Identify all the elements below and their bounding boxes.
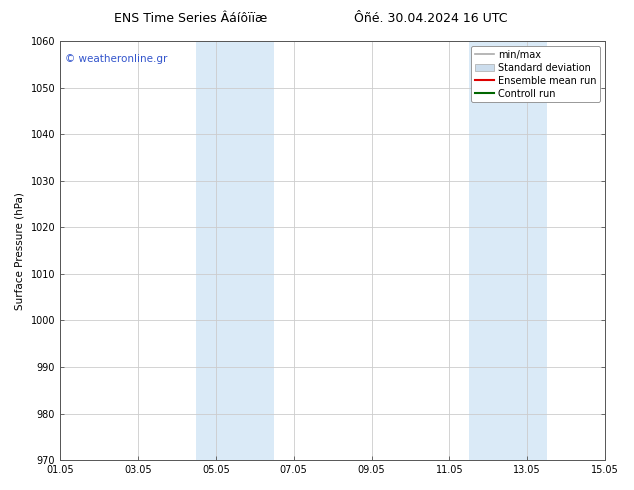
Text: ENS Time Series Âáíôïïæ: ENS Time Series Âáíôïïæ [113,12,267,25]
Text: © weatheronline.gr: © weatheronline.gr [65,53,168,64]
Text: Ôñé. 30.04.2024 16 UTC: Ôñé. 30.04.2024 16 UTC [354,12,508,25]
Bar [469,41,547,460]
Bar [197,41,274,460]
Y-axis label: Surface Pressure (hPa): Surface Pressure (hPa) [15,192,25,310]
Legend: min/max, Standard deviation, Ensemble mean run, Controll run: min/max, Standard deviation, Ensemble me… [470,46,600,102]
